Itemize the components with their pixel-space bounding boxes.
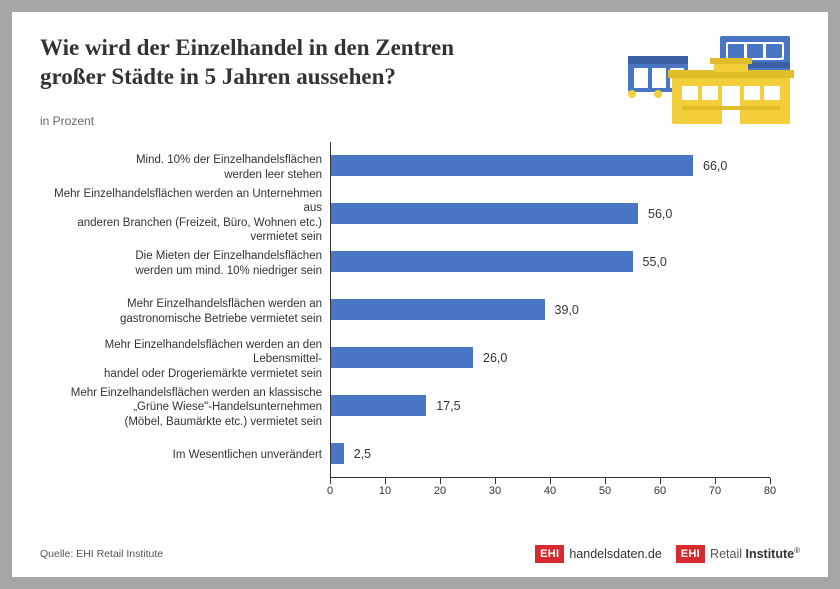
x-tick-label: 70	[709, 485, 721, 497]
x-axis-ticks: 01020304050607080	[330, 478, 770, 500]
x-tick	[660, 478, 661, 484]
bar-row: 39,0	[330, 286, 800, 334]
plot-area: 66,0 56,0 55,0 39,0 26,0 17,5 2,5 0 10 20 30 40 50 6…	[330, 142, 800, 500]
bar-row: 26,0	[330, 334, 800, 382]
y-axis-line	[330, 142, 331, 478]
ehi-box-icon: EHI	[676, 545, 705, 563]
x-tick	[550, 478, 551, 484]
x-tick-label: 10	[379, 485, 391, 497]
source-text: Quelle: EHI Retail Institute	[40, 548, 521, 560]
badge-retail-institute: EHI Retail Institute®	[676, 545, 800, 563]
bar-label: Im Wesentlichen unverändert	[40, 432, 330, 480]
bars-container: 66,0 56,0 55,0 39,0 26,0 17,5 2,5	[330, 142, 800, 478]
x-tick-label: 40	[544, 485, 556, 497]
x-tick	[715, 478, 716, 484]
bar	[330, 395, 426, 416]
x-tick-label: 50	[599, 485, 611, 497]
bar	[330, 203, 638, 224]
footer: Quelle: EHI Retail Institute EHI handels…	[40, 545, 800, 563]
bar-label: Mind. 10% der Einzelhandelsflächenwerden…	[40, 144, 330, 192]
bar	[330, 251, 633, 272]
x-tick	[440, 478, 441, 484]
bar-label: Mehr Einzelhandelsflächen werden an Unte…	[40, 192, 330, 240]
bar	[330, 347, 473, 368]
bar-value: 66,0	[703, 159, 727, 173]
badge-handelsdaten: EHI handelsdaten.de	[535, 545, 662, 563]
bar-label: Mehr Einzelhandelsflächen werden an den …	[40, 336, 330, 384]
x-tick-label: 80	[764, 485, 776, 497]
bar	[330, 155, 693, 176]
bar	[330, 443, 344, 464]
bar-value: 26,0	[483, 351, 507, 365]
x-tick	[770, 478, 771, 484]
title-line-1: Wie wird der Einzelhandel in den Zentren	[40, 35, 454, 60]
bar-value: 55,0	[643, 255, 667, 269]
bar	[330, 299, 545, 320]
x-tick-label: 20	[434, 485, 446, 497]
bar-row: 17,5	[330, 382, 800, 430]
chart-card: Wie wird der Einzelhandel in den Zentren…	[12, 12, 828, 577]
x-tick	[605, 478, 606, 484]
x-tick-label: 0	[327, 485, 333, 497]
x-tick-label: 60	[654, 485, 666, 497]
bar-row: 2,5	[330, 430, 800, 478]
bar-value: 39,0	[555, 303, 579, 317]
ehi-box-icon: EHI	[535, 545, 564, 563]
x-tick-label: 30	[489, 485, 501, 497]
x-tick	[385, 478, 386, 484]
bar-value: 2,5	[354, 447, 371, 461]
chart-title: Wie wird der Einzelhandel in den Zentren…	[40, 34, 560, 92]
storefront-illustration	[610, 30, 800, 130]
bar-row: 66,0	[330, 142, 800, 190]
bar-label: Mehr Einzelhandelsflächen werden angastr…	[40, 288, 330, 336]
bar-value: 17,5	[436, 399, 460, 413]
bar-chart: Mind. 10% der Einzelhandelsflächenwerden…	[40, 142, 800, 500]
bar-label: Mehr Einzelhandelsflächen werden an klas…	[40, 384, 330, 432]
y-axis-labels: Mind. 10% der Einzelhandelsflächenwerden…	[40, 142, 330, 500]
x-tick	[495, 478, 496, 484]
bar-row: 56,0	[330, 190, 800, 238]
x-tick	[330, 478, 331, 484]
bar-label: Die Mieten der Einzelhandelsflächenwerde…	[40, 240, 330, 288]
title-line-2: großer Städte in 5 Jahren aussehen?	[40, 64, 396, 89]
bar-row: 55,0	[330, 238, 800, 286]
badge-handelsdaten-text: handelsdaten.de	[569, 547, 661, 561]
badge-ri-text: Retail Institute®	[710, 546, 800, 561]
bar-value: 56,0	[648, 207, 672, 221]
